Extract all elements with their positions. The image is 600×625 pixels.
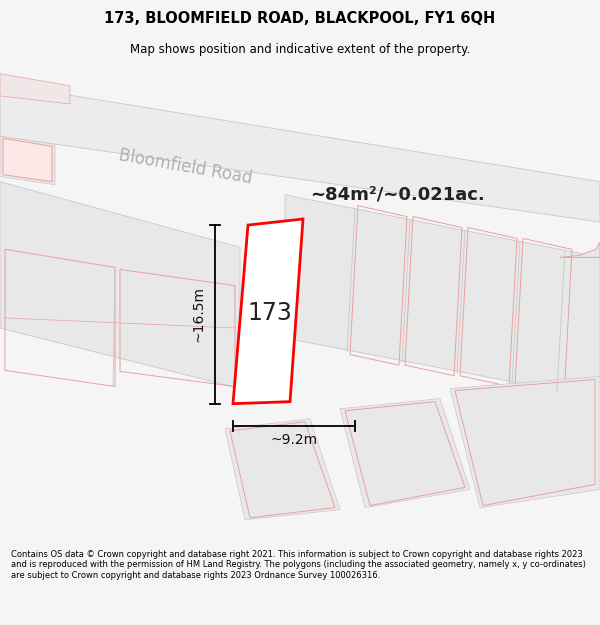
Text: Bloomfield Road: Bloomfield Road [117, 146, 253, 187]
Polygon shape [0, 74, 70, 104]
Polygon shape [0, 84, 600, 222]
Text: 173: 173 [248, 301, 292, 325]
Text: ~9.2m: ~9.2m [271, 433, 317, 447]
Polygon shape [285, 195, 600, 399]
Polygon shape [450, 376, 600, 508]
Polygon shape [233, 219, 303, 404]
Polygon shape [560, 242, 600, 258]
Text: Map shows position and indicative extent of the property.: Map shows position and indicative extent… [130, 42, 470, 56]
Polygon shape [0, 136, 55, 185]
Polygon shape [340, 399, 470, 508]
Polygon shape [0, 182, 240, 389]
Text: ~16.5m: ~16.5m [192, 286, 206, 342]
Text: Contains OS data © Crown copyright and database right 2021. This information is : Contains OS data © Crown copyright and d… [11, 550, 586, 580]
Text: 173, BLOOMFIELD ROAD, BLACKPOOL, FY1 6QH: 173, BLOOMFIELD ROAD, BLACKPOOL, FY1 6QH [104, 11, 496, 26]
Text: ~84m²/~0.021ac.: ~84m²/~0.021ac. [310, 186, 485, 204]
Polygon shape [3, 138, 52, 182]
Polygon shape [225, 419, 340, 520]
